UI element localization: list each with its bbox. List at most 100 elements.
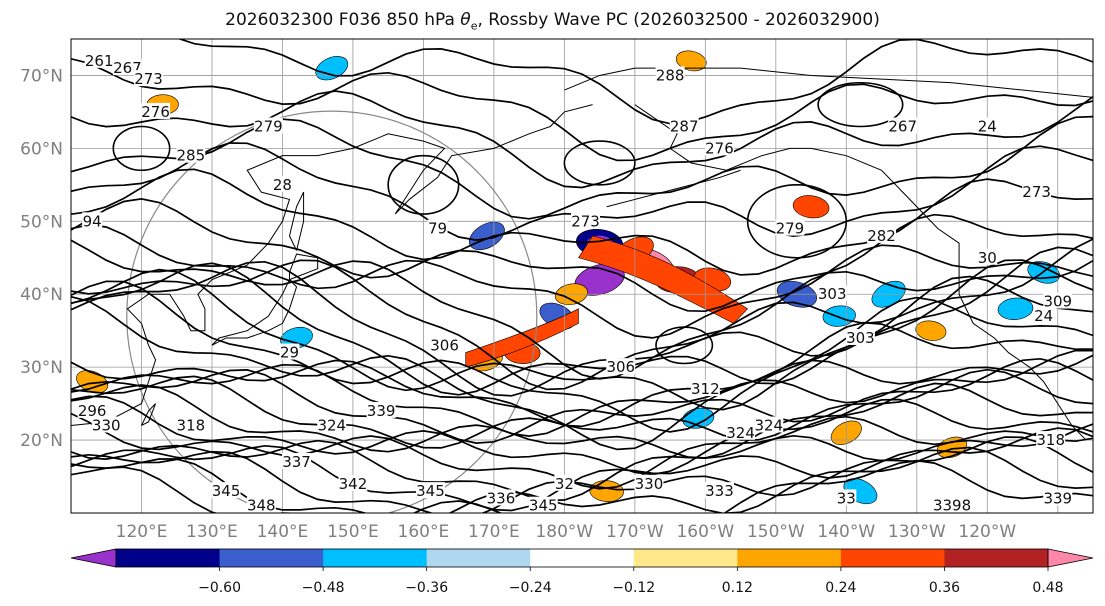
contour-label: 309	[1043, 293, 1072, 311]
contour-label-bg	[1033, 307, 1054, 324]
lon-tick-label: 160°W	[676, 522, 734, 542]
contour-label-bg	[282, 452, 312, 469]
contour-label-bg	[253, 117, 283, 134]
colorbar-tick-label: 0.36	[929, 580, 960, 596]
lon-tick-label: 180°W	[535, 522, 593, 542]
theta-e-contour	[71, 198, 1093, 313]
contour-label: 324	[317, 416, 346, 434]
contour-label: 30	[978, 249, 997, 267]
coastline	[634, 104, 1087, 441]
lon-tick-label: 120°W	[958, 522, 1016, 542]
lat-tick-label: 70°N	[20, 66, 63, 86]
anomaly-patch	[792, 195, 830, 219]
longitude-tick-labels: 120°E 130°E 140°E 150°E 160°E 170°E 180°W 170°W…	[116, 522, 1017, 542]
theta-e-contour	[71, 239, 1093, 380]
contour-label: 318	[1036, 431, 1065, 449]
contour-label-bg	[669, 117, 699, 134]
contour-label-bg	[754, 416, 784, 433]
lon-tick-label: 160°E	[398, 522, 450, 542]
theta-e-contour	[71, 436, 1093, 513]
contour-label: 306	[430, 336, 459, 354]
theta-e-contour	[71, 115, 1093, 220]
contour-label: 285	[177, 147, 206, 165]
lon-tick-label: 130°W	[888, 522, 946, 542]
contour-label: 303	[846, 329, 875, 347]
lat-tick-label: 50°N	[20, 212, 63, 232]
colorbar-swatch	[840, 549, 945, 567]
contour-label-bg	[690, 380, 720, 397]
contour-label-bg	[82, 212, 103, 229]
closed-contour	[817, 81, 904, 128]
colorbar-frame	[115, 548, 1049, 568]
contour-label: 345	[529, 497, 558, 515]
lat-tick-label: 30°N	[20, 358, 63, 378]
contour-label-bg	[775, 219, 805, 236]
contour-label: 348	[247, 497, 276, 515]
contour-label-bg	[77, 401, 107, 418]
contour-label: 345	[416, 482, 445, 500]
contour-label-bg	[977, 117, 998, 134]
chart-title: 2026032300 F036 850 hPa θe, Rossby Wave …	[225, 10, 880, 33]
contour-label-bg	[977, 248, 998, 265]
coastline	[288, 253, 319, 281]
contour-label: 337	[282, 453, 311, 471]
theta-e-contour	[71, 246, 1093, 397]
lon-tick-label: 120°E	[116, 522, 168, 542]
contour-label: 318	[177, 416, 206, 434]
contour-label-bg	[338, 474, 368, 491]
contour-label: 3398	[933, 497, 971, 515]
anomaly-patch	[822, 305, 856, 327]
contour-label: 287	[670, 118, 699, 136]
theta-e-contour	[71, 368, 1093, 449]
theta-e-contour	[71, 90, 1093, 189]
contour-label: 288	[656, 66, 685, 84]
contour-label: 273	[1022, 183, 1051, 201]
contour-label-bg	[1043, 292, 1073, 309]
map-frame	[70, 38, 1094, 514]
theta-e-contour	[71, 224, 1093, 339]
contour-label: 330	[92, 416, 121, 434]
contour-label: 279	[254, 118, 283, 136]
colorbar-extend-low	[70, 548, 117, 568]
lon-tick-label: 170°E	[468, 522, 520, 542]
contour-label-bg	[571, 212, 601, 229]
contour-label-bg	[272, 175, 293, 192]
colorbar-swatch	[116, 549, 221, 567]
contour-label-bg	[704, 482, 734, 499]
contour-label-bg	[141, 102, 171, 119]
contour-label: 312	[691, 380, 720, 398]
lat-tick-label: 40°N	[20, 285, 63, 305]
theta-e-contour	[71, 382, 1093, 459]
contour-label-bg	[1043, 489, 1073, 506]
contour-label: 279	[776, 220, 805, 238]
contour-label: 282	[867, 227, 896, 245]
colorbar-swatch	[426, 549, 531, 567]
contour-label: 24	[978, 118, 997, 136]
theta-e-contours	[71, 39, 1093, 513]
colorbar-swatch	[219, 549, 324, 567]
theta-e-contour	[71, 168, 1093, 276]
contour-label: 324	[754, 416, 783, 434]
contour-label-bg	[606, 358, 636, 375]
closed-contour	[655, 326, 714, 365]
contour-label-bg	[279, 343, 300, 360]
colorbar-tick-label: −0.48	[302, 580, 345, 596]
lon-tick-label: 170°W	[606, 522, 664, 542]
contour-label: 94	[83, 212, 102, 230]
anomaly-patch	[675, 50, 707, 72]
contour-label-bg	[726, 423, 756, 440]
contour-label-bg	[933, 496, 972, 513]
contour-label: 273	[571, 212, 600, 230]
contour-label-bg	[704, 139, 734, 156]
contour-label: 339	[1043, 489, 1072, 507]
coastline	[564, 67, 1093, 98]
colorbar-swatch	[323, 549, 428, 567]
contour-label-bg	[1036, 431, 1066, 448]
theta-e-contour	[71, 423, 1093, 502]
lon-tick-label: 150°E	[327, 522, 379, 542]
contour-label: 330	[635, 475, 664, 493]
contour-label-bg	[845, 328, 875, 345]
contour-label: 336	[487, 489, 516, 507]
contour-label: 276	[141, 103, 170, 121]
